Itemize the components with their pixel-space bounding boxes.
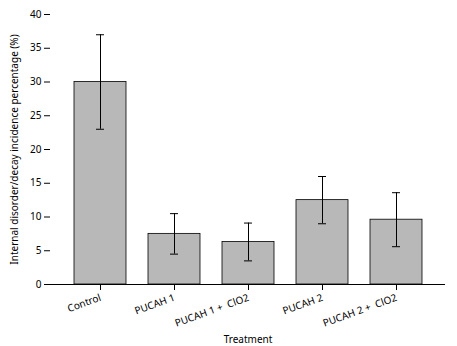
svg-text:15: 15: [30, 175, 42, 189]
svg-text:35: 35: [30, 40, 42, 54]
svg-text:Internal disorder/decay incide: Internal disorder/decay incidence percen…: [7, 34, 21, 264]
svg-text:PUCAH 1: PUCAH 1: [133, 290, 177, 317]
svg-text:30: 30: [30, 74, 42, 88]
svg-text:PUCAH 1 + ClO2: PUCAH 1 + ClO2: [173, 290, 251, 330]
svg-text:Control: Control: [65, 290, 102, 315]
svg-text:10: 10: [30, 209, 42, 223]
svg-text:5: 5: [36, 243, 42, 257]
svg-text:PUCAH 2: PUCAH 2: [281, 290, 325, 318]
svg-text:40: 40: [30, 7, 42, 21]
svg-text:PUCAH 2 + ClO2: PUCAH 2 + ClO2: [321, 290, 399, 330]
svg-text:Treatment: Treatment: [224, 332, 273, 346]
svg-text:20: 20: [30, 142, 42, 156]
svg-text:25: 25: [30, 108, 42, 122]
svg-text:0: 0: [36, 277, 42, 291]
